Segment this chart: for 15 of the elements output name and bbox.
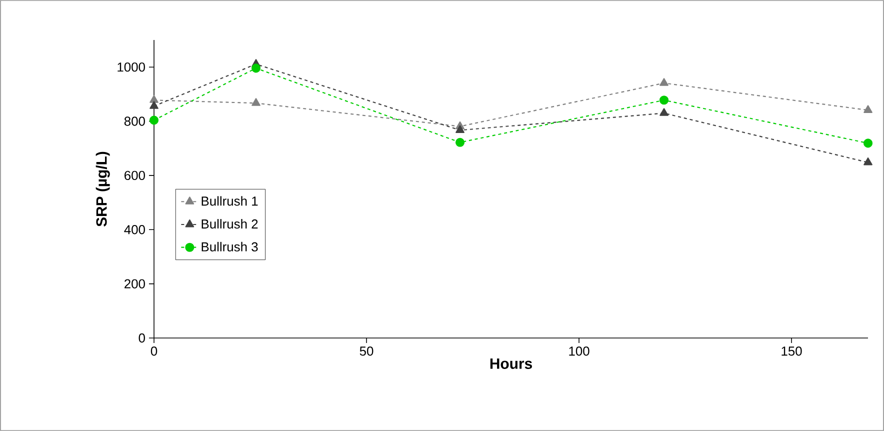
legend-label: Bullrush 3 [202,242,258,252]
x-axis-title: Hours [490,358,532,369]
x-tick-label: 0 [150,346,158,356]
x-tick-label: 50 [360,346,374,356]
y-tick-label: 800 [124,116,145,126]
y-axis-title: SRP (µg/L) [96,152,110,226]
y-tick-label: 200 [124,279,145,288]
x-tick-label: 150 [782,346,802,356]
y-tick-label: 0 [138,333,145,343]
y-tick-label: 400 [124,225,145,234]
y-tick-label: 600 [124,170,145,180]
x-tick-label: 100 [569,346,590,356]
y-tick-label: 1000 [118,62,145,72]
legend-label: Bullrush 2 [202,219,258,229]
legend-label: Bullrush 1 [202,196,258,206]
